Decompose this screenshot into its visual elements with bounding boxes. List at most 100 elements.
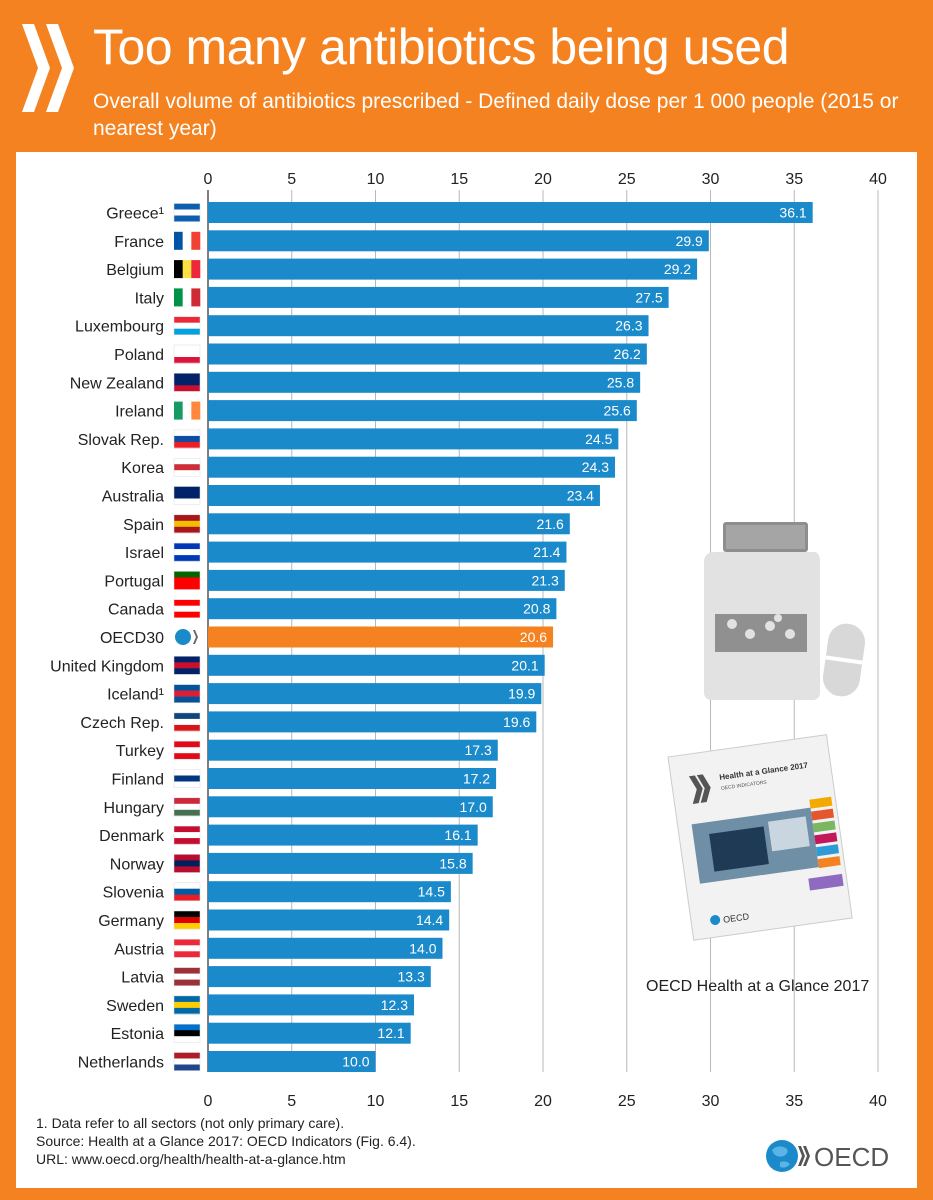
bar [208,966,431,988]
x-tick-label-top: 20 [534,171,552,188]
bar-value-label: 26.3 [615,318,642,334]
bar-value-label: 24.5 [585,431,612,447]
country-flag-icon [173,712,201,732]
country-flag-icon [173,769,201,788]
category-label: Spain [123,517,164,534]
country-flag-icon [173,656,201,675]
header: Too many antibiotics being used Overall … [0,0,933,152]
x-tick-label-top: 30 [702,171,720,188]
bar [208,513,570,535]
bar-value-label: 21.3 [532,572,559,588]
bar [208,202,813,223]
bar [208,711,537,733]
category-label: Greece¹ [106,206,164,223]
pill-bottle-icon [704,522,820,700]
category-label: Austria [114,941,164,958]
country-flag-icon [174,260,201,279]
category-label: Australia [102,489,164,506]
bar-value-label: 20.1 [511,657,538,673]
x-tick-label-bottom: 20 [534,1093,552,1110]
bar [208,428,619,450]
bar-chart: 0 0 5 5 10 10 15 15 20 20 25 25 30 30 35 35 40 40 36.1 Gree… [50,171,887,1110]
x-tick-label-bottom: 35 [785,1093,803,1110]
bar-value-label: 29.9 [676,233,703,249]
country-flag-icon [173,203,201,222]
book-caption: OECD Health at a Glance 2017 [646,978,870,995]
footnote-source: Source: Health at a Glance 2017: OECD In… [36,1133,416,1149]
bar-value-label: 12.3 [381,997,408,1013]
country-flag-icon [173,486,201,505]
category-label: Luxembourg [75,319,164,336]
country-flag-icon [174,401,201,420]
bar [208,598,557,620]
category-label: Italy [135,290,164,307]
book-cover-image: Health at a Glance 2017 OECD INDICATORS … [667,734,853,941]
bar-value-label: 17.0 [460,799,487,815]
x-tick-label-top: 40 [869,171,887,188]
x-tick-label-bottom: 40 [869,1093,887,1110]
bar-value-label: 20.6 [520,629,547,645]
bar [208,258,698,280]
category-label: Slovak Rep. [78,432,164,449]
x-tick-label-bottom: 25 [618,1093,636,1110]
svg-text:OECD: OECD [814,1142,889,1172]
bar [208,654,545,676]
bar [208,1022,411,1044]
country-flag-icon [173,344,201,364]
bar-value-label: 21.6 [537,516,564,532]
oecd-logo: OECD [766,1140,889,1172]
category-label: Finland [112,772,164,789]
bar-value-label: 19.9 [508,686,535,702]
svg-text:OECD: OECD [723,911,751,925]
country-flag-icon [173,939,201,958]
bar [208,626,554,648]
bar [208,400,637,422]
x-tick-label-top: 35 [785,171,803,188]
bar-value-label: 27.5 [635,289,662,305]
category-label: Estonia [111,1026,164,1043]
category-label: Iceland¹ [107,687,164,704]
bar-value-label: 24.3 [582,459,609,475]
bar [208,937,443,959]
bar [208,909,450,931]
category-label: Slovenia [103,885,164,902]
bar [208,230,709,252]
country-flag-icon [173,854,201,873]
category-label: Ireland [115,404,164,421]
bar [208,683,542,705]
bar [208,1051,376,1072]
bar [208,456,616,478]
bar-value-label: 12.1 [377,1025,404,1041]
bar-value-label: 36.1 [779,205,806,221]
bar [208,994,415,1016]
country-flag-icon [173,316,201,335]
category-label: Norway [110,856,164,873]
footnote-url[interactable]: URL: www.oecd.org/health/health-at-a-gla… [36,1151,346,1167]
x-tick-label-top: 10 [367,171,385,188]
country-flag-icon [173,797,201,817]
bar [208,768,497,789]
country-flag-icon [173,542,201,562]
category-label: New Zealand [70,375,164,392]
chart-panel: 0 0 5 5 10 10 15 15 20 20 25 25 30 30 35 35 40 40 36.1 Gree… [16,152,917,1188]
category-label: OECD30 [100,630,164,647]
category-label: Hungary [104,800,164,817]
bar-value-label: 21.4 [533,544,560,560]
x-tick-label-top: 5 [287,171,296,188]
category-label: Portugal [104,573,164,590]
country-flag-icon [173,825,201,845]
category-label: Germany [98,913,164,930]
bar-value-label: 26.2 [614,346,641,362]
bar [208,796,493,818]
bar-value-label: 16.1 [444,827,471,843]
category-label: Belgium [106,262,164,279]
footnotes: 1. Data refer to all sectors (not only p… [36,1114,416,1168]
bar-value-label: 10.0 [342,1054,369,1070]
country-flag-icon [173,740,201,760]
bar [208,485,600,506]
bar-value-label: 20.8 [523,601,550,617]
bar-value-label: 17.3 [465,742,492,758]
bar-value-label: 14.5 [418,884,445,900]
bar-value-label: 17.2 [463,771,490,787]
country-flag-icon [173,429,201,449]
